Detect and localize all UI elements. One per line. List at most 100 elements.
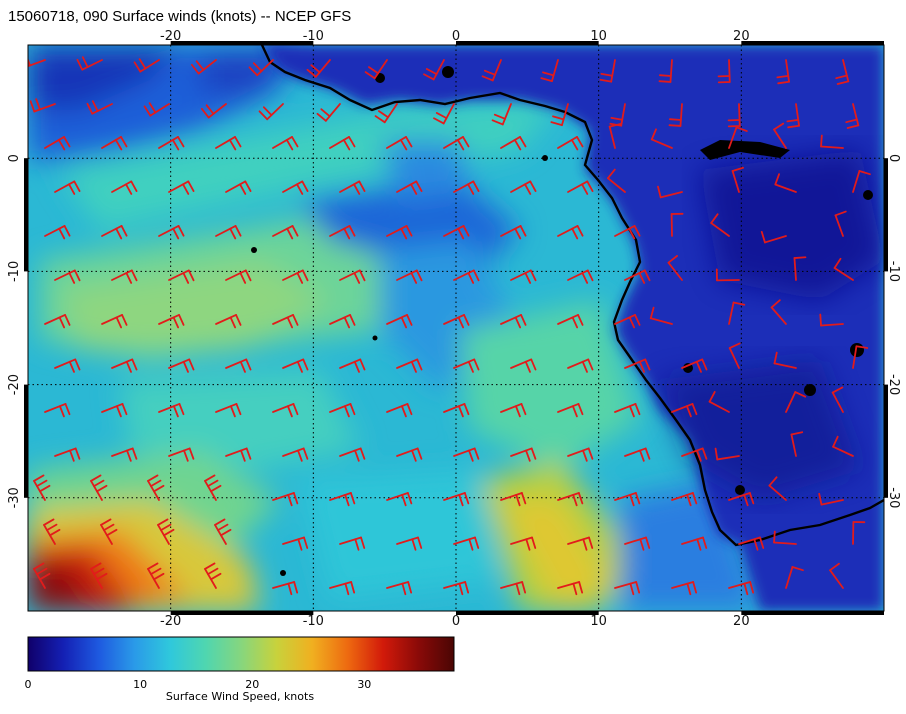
wind-barb: [396, 447, 423, 462]
wind-barb: [607, 168, 626, 193]
wind-barb: [624, 358, 651, 373]
coastline: [260, 45, 884, 547]
wind-barb: [158, 314, 185, 329]
wind-barb: [54, 447, 81, 462]
wind-barb: [168, 447, 195, 462]
wind-barb: [831, 386, 844, 413]
wind-barb: [510, 536, 537, 551]
colorbar-tick-label: 0: [25, 678, 32, 691]
wind-barbs: [28, 56, 871, 596]
lake-marker: [804, 384, 816, 396]
wind-barb: [157, 518, 175, 545]
wind-barb: [829, 562, 844, 589]
wind-barb: [657, 185, 683, 199]
wind-barb: [168, 269, 195, 284]
wind-barb: [33, 474, 51, 501]
wind-barb: [614, 492, 641, 507]
lat-label-right: 0: [886, 154, 901, 162]
wind-barb: [329, 225, 356, 240]
frame-tick-left: [24, 384, 28, 498]
wind-barb: [44, 403, 71, 418]
wind-barb: [339, 269, 366, 284]
wind-barb: [433, 103, 455, 125]
wind-barb: [773, 530, 797, 545]
wind-barb: [510, 180, 537, 195]
wind-barb: [272, 492, 299, 507]
wind-barb: [852, 521, 866, 545]
lat-label-left: -10: [7, 261, 22, 282]
wind-barb: [111, 447, 138, 462]
wind-barb: [282, 269, 309, 284]
wind-barb: [790, 431, 804, 457]
lon-label-bottom: 10: [590, 614, 607, 629]
wind-barb: [147, 562, 165, 589]
wind-barb: [443, 225, 470, 240]
wind-barb: [550, 103, 569, 127]
wind-barb: [453, 447, 480, 462]
wind-barb: [29, 98, 56, 113]
wind-barb: [567, 269, 594, 284]
wind-barb: [453, 180, 480, 195]
frame-tick-bottom: [741, 611, 884, 615]
wind-barb: [500, 403, 527, 418]
wind-barb: [168, 358, 195, 373]
latitude-labels: 0 0 -10 -10 -20 -20 -30 -30: [7, 154, 901, 508]
colorbar-tick-label: 30: [357, 678, 371, 691]
graticule: [28, 45, 884, 611]
wind-barb: [727, 103, 741, 128]
wind-barb: [624, 447, 651, 462]
wind-barb: [567, 536, 594, 551]
wind-barb: [681, 358, 708, 373]
map-field: [28, 45, 884, 611]
wind-barb: [820, 134, 844, 149]
wind-barb: [248, 59, 274, 77]
wind-barb: [773, 122, 787, 149]
lake-marker: [850, 343, 864, 357]
wind-barb: [147, 474, 165, 501]
wind-barb: [731, 166, 744, 193]
wind-barb: [443, 136, 470, 151]
wind-barb: [715, 268, 740, 282]
wind-barb: [143, 102, 170, 117]
wind-barb: [215, 136, 242, 151]
wind-barb: [453, 269, 480, 284]
wind-barb: [282, 358, 309, 373]
wind-barb: [671, 403, 698, 418]
lon-label-bottom: -10: [303, 614, 324, 629]
wind-barb: [614, 314, 641, 329]
wind-barb: [500, 314, 527, 329]
frame-tick-bottom: [456, 611, 599, 615]
great-lakes: [700, 140, 790, 160]
wind-barb: [557, 581, 584, 596]
wind-barb: [714, 447, 740, 461]
wind-barb: [339, 358, 366, 373]
wind-barb: [608, 123, 622, 149]
map-title: 15060718, 090 Surface winds (knots) -- N…: [8, 8, 352, 25]
lon-label-top: -10: [303, 29, 324, 44]
wind-barb: [111, 269, 138, 284]
wind-barb: [557, 403, 584, 418]
wind-barb: [614, 225, 641, 240]
wind-barb: [386, 225, 413, 240]
wind-barb: [557, 492, 584, 507]
wind-barb: [785, 566, 804, 589]
wind-barb: [386, 581, 413, 596]
wind-barb: [728, 301, 746, 325]
wind-barb: [667, 254, 683, 281]
frame-tick-bottom: [170, 611, 314, 615]
island-marker: [372, 335, 378, 341]
wind-barb: [33, 562, 51, 589]
wind-barb: [396, 180, 423, 195]
wind-barb: [396, 269, 423, 284]
wind-barb: [90, 562, 108, 589]
wind-barb: [215, 403, 242, 418]
wind-barb: [204, 474, 222, 501]
wind-barb: [339, 447, 366, 462]
wind-barb: [770, 299, 787, 325]
wind-barb: [819, 313, 844, 327]
wind-barb: [760, 231, 787, 244]
wind-barb: [329, 314, 356, 329]
wind-barb: [793, 256, 807, 281]
wind-barb: [443, 581, 470, 596]
wind-barb: [282, 180, 309, 195]
